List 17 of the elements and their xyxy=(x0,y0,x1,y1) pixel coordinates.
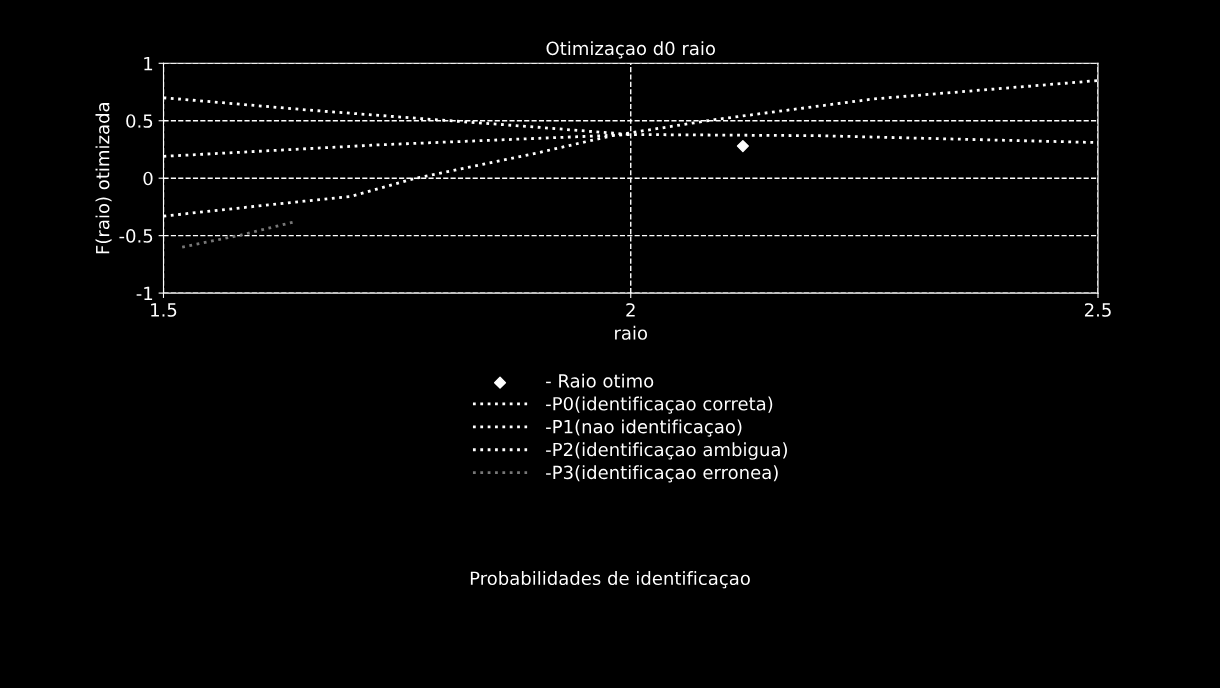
legend-label: -P2(identificaçao ambigua) xyxy=(546,442,787,460)
x-tick-label: 2 xyxy=(626,303,635,317)
y-tick-label: -1 xyxy=(136,286,153,300)
x-tick-label: 2.5 xyxy=(1084,303,1111,317)
y-tick-label: -0.5 xyxy=(119,229,153,243)
text: Probabilidades de identificaçao xyxy=(470,571,750,589)
legend-label: -P0(identificaçao correta) xyxy=(546,396,773,414)
chart-title: Otimizaçao d0 raio xyxy=(546,41,715,59)
x-axis-title: raio xyxy=(615,325,648,340)
legend-label: - Raio otimo xyxy=(546,373,654,388)
y-axis-title: F(raio) otimizada xyxy=(95,103,112,254)
legend-label: -P3(identificaçao erronea) xyxy=(546,465,778,483)
y-tick-label: 0 xyxy=(143,171,153,186)
y-tick-label: 0.5 xyxy=(126,114,153,128)
legend-label: -P1(nao identificaçao) xyxy=(546,419,742,437)
x-tick-label: 1.5 xyxy=(151,303,177,317)
y-tick-label: 1 xyxy=(144,56,153,71)
